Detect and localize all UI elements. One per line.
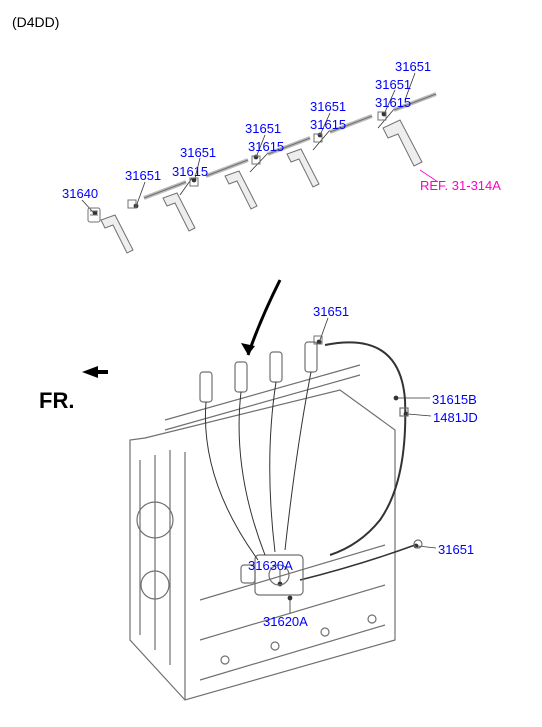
part-label[interactable]: 31651 <box>375 77 411 92</box>
part-label[interactable]: 31651 <box>313 304 349 319</box>
part-label[interactable]: 31640 <box>62 186 98 201</box>
pointer-arrow-icon <box>241 280 280 355</box>
part-label[interactable]: 31620A <box>263 614 308 629</box>
part-label[interactable]: 31615 <box>172 164 208 179</box>
part-label[interactable]: 31651 <box>245 121 281 136</box>
part-label[interactable]: 31651 <box>310 99 346 114</box>
part-label[interactable]: 31615 <box>310 117 346 132</box>
part-label[interactable]: 31651 <box>395 59 431 74</box>
part-label[interactable]: 31651 <box>180 145 216 160</box>
part-label[interactable]: 31615 <box>248 139 284 154</box>
engine-block-outline <box>130 342 422 700</box>
part-label[interactable]: 31651 <box>125 168 161 183</box>
part-label[interactable]: 1481JD <box>433 410 478 425</box>
reference-label[interactable]: REF. 31-314A <box>420 178 501 193</box>
part-label[interactable]: 31615 <box>375 95 411 110</box>
part-label[interactable]: 31651 <box>438 542 474 557</box>
part-label[interactable]: 31615B <box>432 392 477 407</box>
fr-arrow-icon <box>82 366 108 378</box>
part-label[interactable]: 31630A <box>248 558 293 573</box>
